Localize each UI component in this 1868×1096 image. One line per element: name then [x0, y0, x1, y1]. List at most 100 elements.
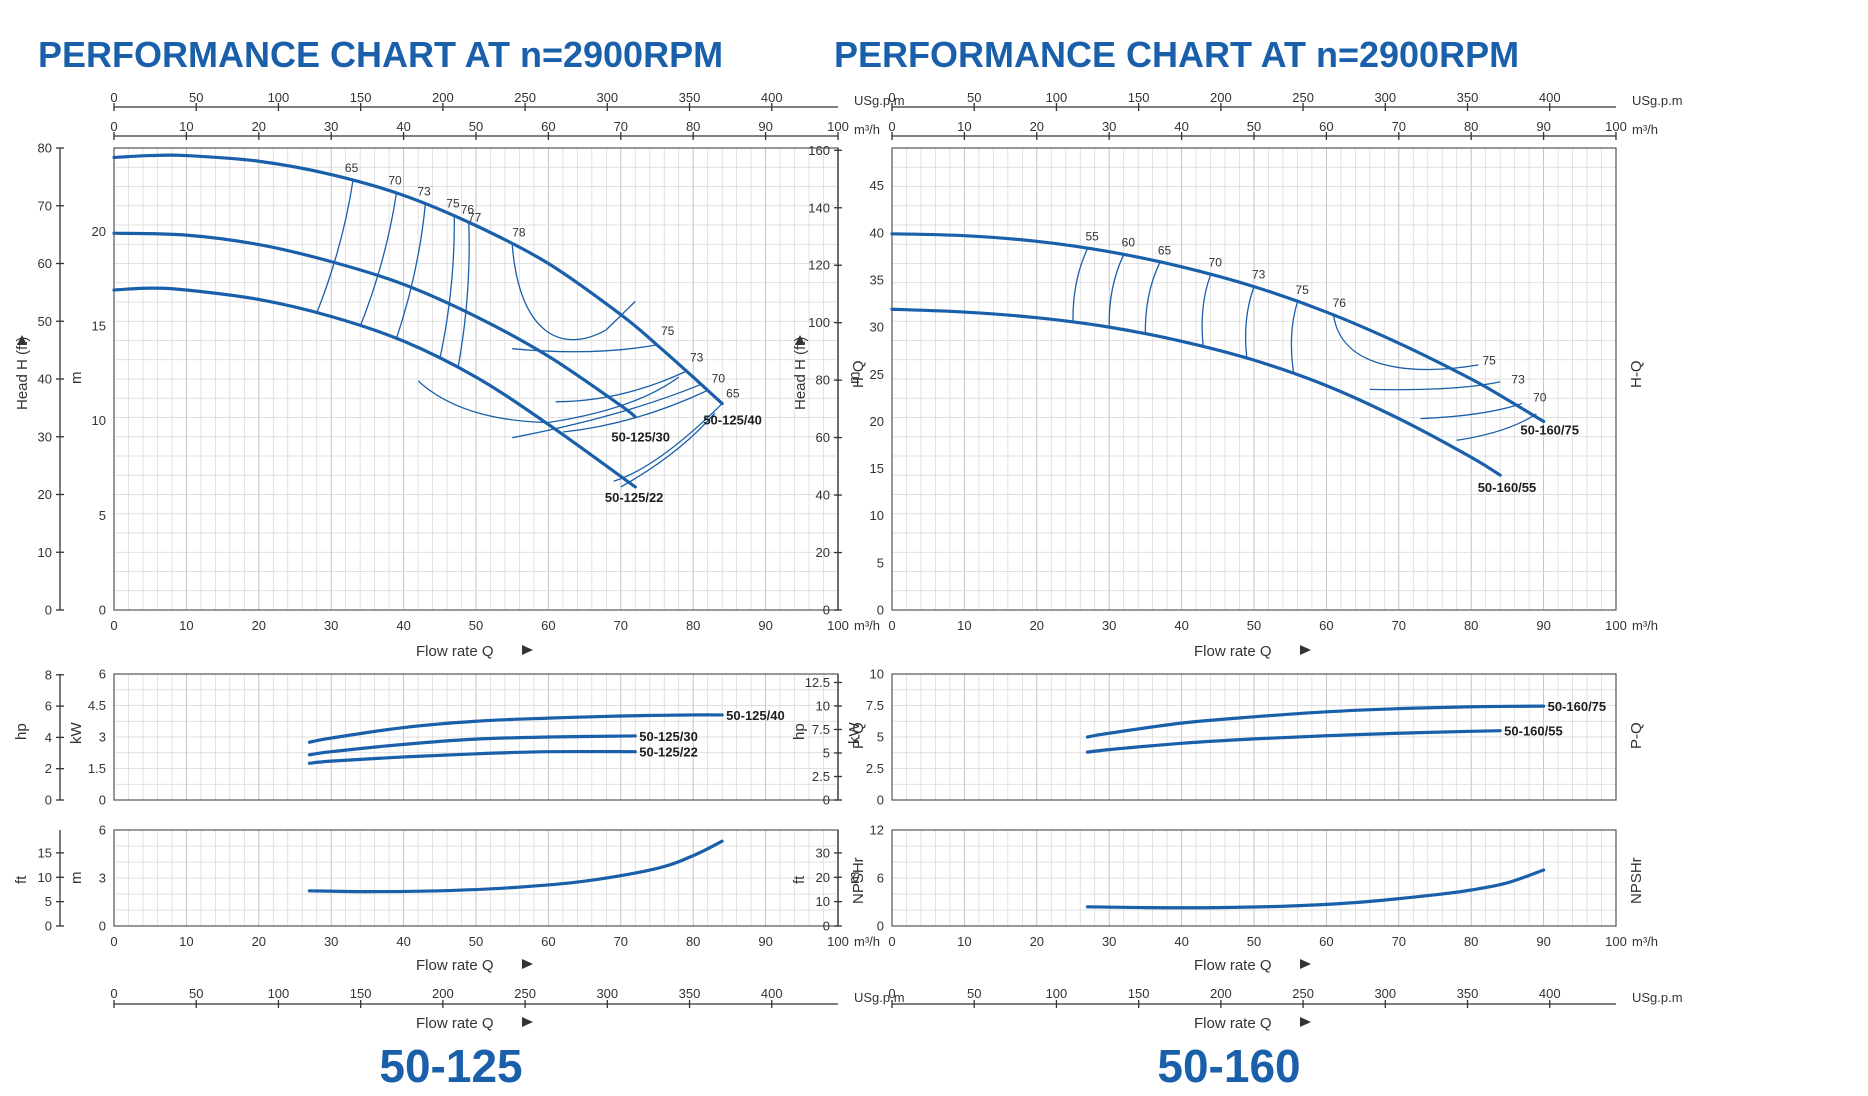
head-ft-axis-label: 20 [816, 545, 830, 560]
efficiency-line [1144, 262, 1161, 335]
flow-axis-label: 40 [396, 618, 410, 633]
top-axis-label: 90 [1536, 119, 1550, 134]
power-kw-label: 7.5 [866, 698, 884, 713]
power-hp-axis-label: 12.5 [805, 675, 830, 690]
power-kw-label: 0 [99, 793, 106, 808]
head-m-label: 20 [870, 414, 884, 429]
head-ft-axis-label: 80 [816, 373, 830, 388]
efficiency-line [316, 180, 354, 314]
head-ft-axis-title: Head H (ft) [14, 337, 31, 410]
head-ft-axis-label: 0 [45, 603, 52, 618]
flow-axis-label: 80 [1464, 934, 1478, 949]
npsh-ft-axis-label: 0 [823, 919, 830, 934]
flow-axis-label: 80 [1464, 618, 1478, 633]
npshr-curve [1085, 868, 1546, 910]
usgpm-label: 200 [432, 986, 454, 1001]
top-flow-axes: 0 50 100 150 200 250 300 350 400 USg.p.m 0 10 20 30 40… [888, 90, 1683, 140]
top-axis-label: 300 [1374, 90, 1396, 105]
npsh-ft-axis-label: 10 [816, 894, 830, 909]
efficiency-line [512, 384, 701, 439]
efficiency-label: 75 [661, 324, 675, 338]
head-curve-50-125/40 [112, 153, 724, 406]
power-hp-axis-label: 2.5 [812, 769, 830, 784]
head-ft-axis-label: 120 [808, 258, 830, 273]
efficiency-label: 70 [712, 371, 726, 385]
efficiency-line [1420, 402, 1523, 420]
flow-rate-label: Flow rate Q [1194, 1015, 1272, 1032]
flow-axis-label: 40 [1174, 934, 1188, 949]
power-hp-axis-label: 8 [45, 667, 52, 682]
efficiency-label: 75 [1295, 283, 1309, 297]
npsh-ft-axis-label: 30 [816, 845, 830, 860]
flow-axis-label: 40 [1174, 618, 1188, 633]
power-curve-50-160/55 [1085, 729, 1502, 754]
flow-axis-label: 10 [179, 618, 193, 633]
usgpm-label: 50 [189, 986, 203, 1001]
efficiency-line [620, 412, 716, 488]
right-arrow-icon [1300, 1017, 1311, 1027]
efficiency-line [439, 216, 455, 360]
flow-axis-label: 50 [1247, 934, 1261, 949]
curve-name-labels: 50-125/40 50-125/30 50-125/22 [605, 412, 762, 505]
top-axis-label: 70 [614, 119, 628, 134]
power-curve-label: 50-125/22 [639, 745, 698, 760]
efficiency-line [1108, 254, 1125, 328]
flow-axis-label: 0 [888, 934, 895, 949]
efficiency-label: 73 [1252, 268, 1266, 282]
npsh-m-label: 6 [877, 871, 884, 886]
flow-axis-label: 60 [541, 618, 555, 633]
top-axis-label: 40 [1174, 119, 1188, 134]
efficiency-label: 77 [468, 210, 482, 224]
flow-axis-label: 40 [396, 934, 410, 949]
hp-axis-title: hp [791, 723, 808, 740]
efficiency-line [555, 370, 687, 403]
efficiency-label: 73 [1511, 373, 1525, 387]
head-m-label: 35 [870, 273, 884, 288]
right-arrow-icon [1300, 645, 1311, 655]
flow-axis-label: 70 [614, 934, 628, 949]
top-axis-label: 20 [1030, 119, 1044, 134]
flow-axis-label: 100 [1605, 618, 1627, 633]
head-m-label: 15 [870, 461, 884, 476]
npsh-m-label: 6 [99, 823, 106, 838]
top-axis-label: 350 [1457, 90, 1479, 105]
flow-axis-label: 80 [686, 934, 700, 949]
plot-frame [891, 673, 1617, 801]
head-ft-axis-label: 40 [38, 372, 52, 387]
efficiency-line [1072, 248, 1089, 323]
right-arrow-icon [1300, 959, 1311, 969]
efficiency-label: 70 [1533, 391, 1547, 405]
usgpm-label: 300 [1374, 986, 1396, 1001]
efficiency-line [1456, 413, 1537, 441]
curve-label: 50-160/55 [1478, 480, 1537, 495]
top-axis-label: 80 [686, 119, 700, 134]
head-curve-50-160/55 [890, 307, 1502, 477]
top-axis-label: 30 [324, 119, 338, 134]
top-axis-label: 10 [179, 119, 193, 134]
power-hp-axis-label: 0 [45, 793, 52, 808]
usgpm-label: 150 [350, 986, 372, 1001]
plot-frame [891, 829, 1617, 927]
npsh-m-axis-title: m [68, 872, 85, 885]
top-axis-label: 300 [596, 90, 618, 105]
m3h-unit: m³/h [1632, 618, 1658, 633]
efficiency-lines: 55 60 65 70 73 75 76 75 73 70 [1072, 230, 1547, 441]
usgpm-label: 100 [1046, 986, 1068, 1001]
curve-label: 50-160/75 [1520, 423, 1579, 438]
top-axis-label: 0 [888, 119, 895, 134]
usgpm-bottom-axis: 0 50 100 150 200 250 300 350 400 USg.p.m Flow rate… [888, 986, 1682, 1032]
head-m-label: 10 [870, 508, 884, 523]
usgpm-label: 250 [514, 986, 536, 1001]
power-hp-axis-label: 10 [816, 698, 830, 713]
usgpm-label: 100 [268, 986, 290, 1001]
flow-rate-label: Flow rate Q [1194, 957, 1272, 974]
head-bottom-axis: 0 10 20 30 40 50 60 70 80 90 100 m³/h Flow rate Q [888, 618, 1658, 660]
flow-axis-label: 10 [957, 618, 971, 633]
usgpm-label: 400 [1539, 986, 1561, 1001]
right-arrow-icon [522, 1017, 533, 1027]
kw-axis-title: kW [68, 722, 85, 745]
power-curve-50-125/30 [307, 734, 637, 757]
